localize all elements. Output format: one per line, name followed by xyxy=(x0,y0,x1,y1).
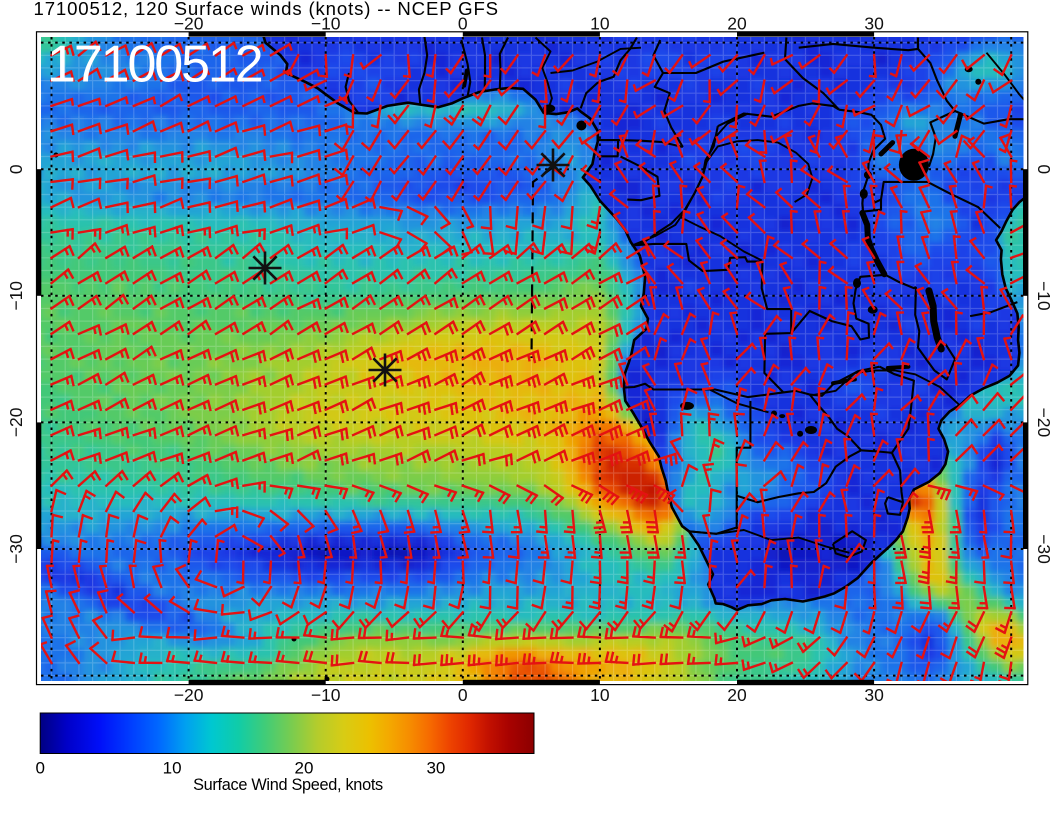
svg-text:20: 20 xyxy=(295,759,314,778)
svg-text:0: 0 xyxy=(458,685,468,705)
svg-text:0: 0 xyxy=(1034,164,1054,174)
svg-text:20: 20 xyxy=(727,14,747,34)
svg-text:10: 10 xyxy=(590,14,610,34)
svg-text:−10: −10 xyxy=(6,281,26,311)
svg-text:30: 30 xyxy=(864,14,884,34)
svg-text:−30: −30 xyxy=(6,534,26,564)
svg-text:−20: −20 xyxy=(174,14,204,34)
svg-text:−20: −20 xyxy=(6,407,26,437)
svg-text:−20: −20 xyxy=(1034,408,1054,438)
svg-text:−10: −10 xyxy=(1034,281,1054,311)
svg-text:−10: −10 xyxy=(311,14,341,34)
svg-text:30: 30 xyxy=(864,685,884,705)
svg-text:0: 0 xyxy=(35,759,44,778)
svg-text:0: 0 xyxy=(6,164,26,174)
svg-text:17100512, 120 Surface winds (k: 17100512, 120 Surface winds (knots) -- N… xyxy=(34,0,499,19)
svg-text:17100512: 17100512 xyxy=(47,35,262,93)
svg-text:Surface Wind Speed, knots: Surface Wind Speed, knots xyxy=(193,776,383,794)
svg-text:10: 10 xyxy=(163,759,182,778)
svg-text:20: 20 xyxy=(727,685,747,705)
svg-text:−10: −10 xyxy=(311,685,341,705)
svg-text:10: 10 xyxy=(590,685,610,705)
svg-text:−20: −20 xyxy=(174,685,204,705)
svg-text:30: 30 xyxy=(426,759,445,778)
svg-text:−30: −30 xyxy=(1034,534,1054,564)
svg-text:0: 0 xyxy=(458,14,468,34)
